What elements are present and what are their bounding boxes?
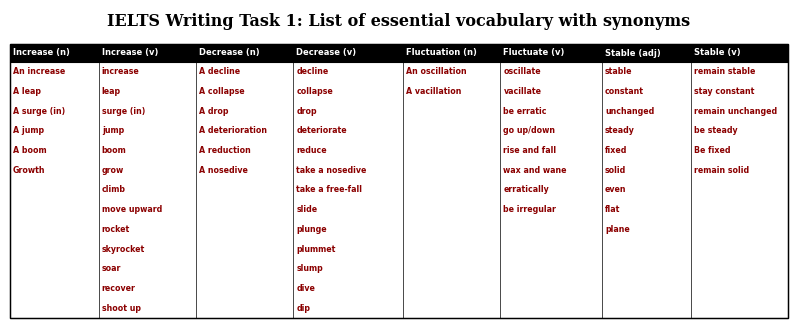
- Text: Fluctuate (v): Fluctuate (v): [504, 49, 565, 57]
- Text: vacillate: vacillate: [504, 87, 542, 96]
- Text: be erratic: be erratic: [504, 107, 547, 116]
- Text: rise and fall: rise and fall: [504, 146, 556, 155]
- Text: be irregular: be irregular: [504, 205, 556, 214]
- Text: A deterioration: A deterioration: [199, 126, 267, 135]
- Text: leap: leap: [102, 87, 121, 96]
- Text: Stable (v): Stable (v): [693, 49, 741, 57]
- Text: reduce: reduce: [296, 146, 327, 155]
- Text: unchanged: unchanged: [605, 107, 654, 116]
- Text: increase: increase: [102, 67, 140, 76]
- Text: steady: steady: [605, 126, 635, 135]
- Text: A jump: A jump: [13, 126, 44, 135]
- Text: dip: dip: [296, 304, 310, 313]
- Text: A leap: A leap: [13, 87, 41, 96]
- Text: stable: stable: [605, 67, 633, 76]
- Text: Increase (n): Increase (n): [13, 49, 70, 57]
- Text: Decrease (v): Decrease (v): [296, 49, 357, 57]
- Text: soar: soar: [102, 264, 121, 273]
- Text: be steady: be steady: [693, 126, 737, 135]
- Text: Be fixed: Be fixed: [693, 146, 730, 155]
- Text: jump: jump: [102, 126, 124, 135]
- Text: dive: dive: [296, 284, 315, 293]
- Text: A boom: A boom: [13, 146, 46, 155]
- Text: A reduction: A reduction: [199, 146, 251, 155]
- Text: Growth: Growth: [13, 166, 45, 175]
- Text: A collapse: A collapse: [199, 87, 245, 96]
- Text: Decrease (n): Decrease (n): [199, 49, 259, 57]
- Text: rocket: rocket: [102, 225, 130, 234]
- Text: remain stable: remain stable: [693, 67, 755, 76]
- Bar: [10, 62, 788, 318]
- Text: surge (in): surge (in): [102, 107, 145, 116]
- Text: A surge (in): A surge (in): [13, 107, 65, 116]
- Text: decline: decline: [296, 67, 329, 76]
- Text: recover: recover: [102, 284, 136, 293]
- Text: A drop: A drop: [199, 107, 228, 116]
- Text: An increase: An increase: [13, 67, 65, 76]
- Text: erratically: erratically: [504, 185, 549, 194]
- Text: Stable (adj): Stable (adj): [605, 49, 661, 57]
- Text: plane: plane: [605, 225, 630, 234]
- Text: Fluctuation (n): Fluctuation (n): [406, 49, 477, 57]
- Text: flat: flat: [605, 205, 620, 214]
- Text: deteriorate: deteriorate: [296, 126, 347, 135]
- Text: grow: grow: [102, 166, 124, 175]
- Text: boom: boom: [102, 146, 127, 155]
- Text: even: even: [605, 185, 626, 194]
- Text: A vacillation: A vacillation: [406, 87, 461, 96]
- Text: A decline: A decline: [199, 67, 240, 76]
- Text: move upward: move upward: [102, 205, 162, 214]
- Text: climb: climb: [102, 185, 126, 194]
- Text: remain unchanged: remain unchanged: [693, 107, 777, 116]
- Text: fixed: fixed: [605, 146, 627, 155]
- Text: wax and wane: wax and wane: [504, 166, 567, 175]
- Text: A nosedive: A nosedive: [199, 166, 248, 175]
- Text: plunge: plunge: [296, 225, 327, 234]
- Text: skyrocket: skyrocket: [102, 245, 145, 253]
- Text: slump: slump: [296, 264, 323, 273]
- Bar: [10, 44, 788, 318]
- Text: constant: constant: [605, 87, 644, 96]
- Text: Increase (v): Increase (v): [102, 49, 158, 57]
- Text: plummet: plummet: [296, 245, 336, 253]
- Text: shoot up: shoot up: [102, 304, 140, 313]
- Text: stay constant: stay constant: [693, 87, 754, 96]
- Text: remain solid: remain solid: [693, 166, 749, 175]
- Text: slide: slide: [296, 205, 318, 214]
- Text: oscillate: oscillate: [504, 67, 541, 76]
- Text: go up/down: go up/down: [504, 126, 555, 135]
- Text: solid: solid: [605, 166, 626, 175]
- Text: take a free-fall: take a free-fall: [296, 185, 362, 194]
- Bar: [10, 44, 788, 62]
- Text: drop: drop: [296, 107, 317, 116]
- Text: collapse: collapse: [296, 87, 333, 96]
- Text: An oscillation: An oscillation: [406, 67, 467, 76]
- Text: take a nosedive: take a nosedive: [296, 166, 366, 175]
- Text: IELTS Writing Task 1: List of essential vocabulary with synonyms: IELTS Writing Task 1: List of essential …: [108, 14, 690, 30]
